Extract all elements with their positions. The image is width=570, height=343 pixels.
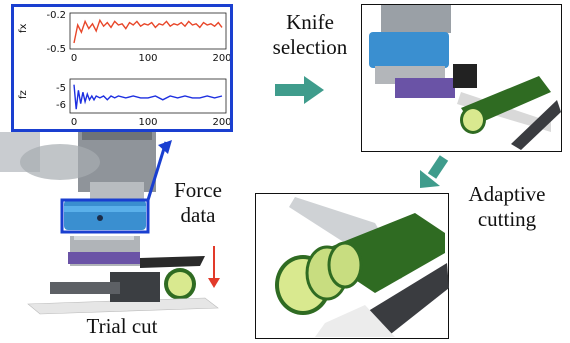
robot-arm-illustration bbox=[0, 132, 220, 315]
teal-arrow-down-left bbox=[420, 155, 449, 188]
force-data-line1: Force bbox=[174, 178, 222, 202]
knife-selection-line2: selection bbox=[272, 35, 348, 59]
knife-selection-panel bbox=[361, 4, 562, 152]
fx-chart: fx -0.2 -0.5 0 100 200 bbox=[18, 10, 232, 64]
force-data-label: Force data bbox=[158, 178, 238, 228]
adaptive-cutting-line1: Adaptive bbox=[468, 182, 546, 206]
adaptive-cutting-panel bbox=[255, 193, 449, 339]
fx-series-line bbox=[73, 18, 223, 44]
cucumber-slice-3 bbox=[327, 241, 363, 289]
adaptive-cutting-label: Adaptive cutting bbox=[452, 182, 562, 232]
teal-arrow-right bbox=[275, 76, 324, 104]
force-plot-panel: fx -0.2 -0.5 0 100 200 fz -5 -6 0 100 20… bbox=[11, 4, 233, 132]
fx-xtick-0: 0 bbox=[71, 53, 77, 64]
knife-sel-sensor bbox=[369, 32, 449, 68]
fz-xtick-0: 0 bbox=[71, 117, 77, 128]
fz-ytick-bottom: -6 bbox=[56, 100, 66, 111]
fx-xtick-200: 200 bbox=[212, 53, 230, 64]
knife-sel-mount bbox=[453, 64, 477, 88]
knife-blade bbox=[140, 256, 205, 268]
knife-selection-label: Knife selection bbox=[260, 10, 360, 60]
force-plots-svg: fx -0.2 -0.5 0 100 200 fz -5 -6 0 100 20… bbox=[18, 10, 232, 128]
down-arrow-head bbox=[208, 278, 220, 288]
sensor-callout-arrowhead bbox=[158, 140, 172, 154]
sensor-callout-line bbox=[146, 141, 168, 201]
force-data-line2: data bbox=[180, 203, 216, 227]
fz-xtick-100: 100 bbox=[138, 117, 157, 128]
fz-series-line bbox=[73, 84, 223, 110]
fz-chart: fz -5 -6 0 100 200 bbox=[18, 78, 232, 128]
gripper-purple-plate bbox=[68, 252, 140, 264]
knife-sel-clamp bbox=[511, 100, 561, 150]
fz-ylabel: fz bbox=[18, 90, 29, 99]
adaptive-clamp bbox=[355, 263, 449, 337]
fz-xtick-200: 200 bbox=[212, 117, 230, 128]
trial-cut-label: Trial cut bbox=[86, 314, 158, 338]
knife-sel-gripper-plate bbox=[395, 78, 455, 98]
sensor-highlight-box bbox=[60, 198, 150, 234]
fz-axes-frame bbox=[69, 78, 227, 114]
fx-axes-frame bbox=[69, 12, 227, 50]
fx-ytick-bottom: -0.5 bbox=[46, 44, 66, 55]
fz-ytick-top: -5 bbox=[56, 83, 66, 94]
adaptive-cutting-line2: cutting bbox=[477, 207, 537, 231]
fx-ylabel: fx bbox=[18, 23, 29, 33]
knife-selection-line1: Knife bbox=[286, 10, 334, 34]
tool-flange bbox=[90, 182, 144, 200]
fx-xtick-100: 100 bbox=[138, 53, 157, 64]
fx-ytick-top: -0.2 bbox=[46, 10, 66, 21]
